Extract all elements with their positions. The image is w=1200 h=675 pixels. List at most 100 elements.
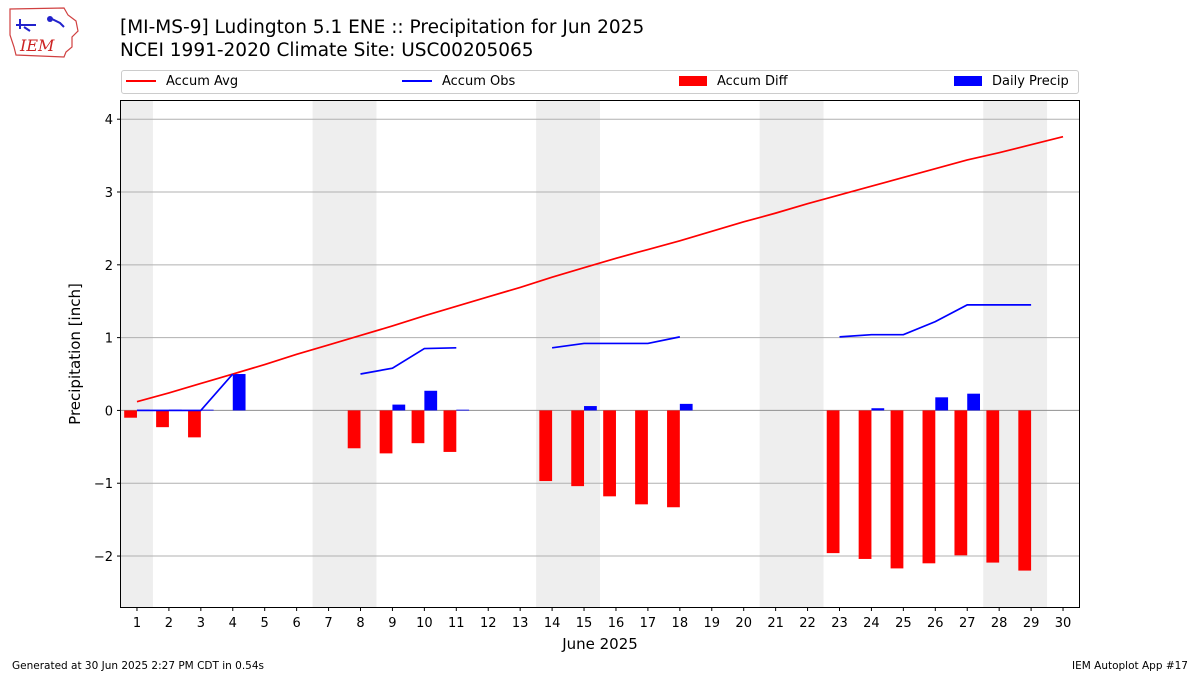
legend-swatch [402, 79, 432, 82]
x-tick-label: 20 [735, 616, 752, 631]
x-tick-label: 2 [165, 616, 173, 631]
x-tick-label: 18 [672, 616, 689, 631]
x-tick-label: 22 [799, 616, 816, 631]
x-tick-label: 6 [292, 616, 300, 631]
weekend-band [121, 101, 153, 607]
y-tick-label: −1 [94, 477, 113, 492]
x-tick-label: 4 [229, 616, 237, 631]
x-tick-label: 19 [703, 616, 720, 631]
weekend-shading [121, 101, 1048, 607]
x-tick-label: 14 [544, 616, 561, 631]
accum-diff-bar [922, 410, 936, 564]
daily-precip-bar [679, 403, 693, 411]
x-tick-label: 1 [133, 616, 141, 631]
accum-diff-bar [890, 410, 904, 569]
weather-station-icon [16, 18, 65, 32]
accum-diff-bar [986, 410, 1000, 563]
daily-precip-bar [424, 390, 438, 411]
x-tick-label: 10 [416, 616, 433, 631]
accum-avg-line [136, 135, 1064, 403]
x-tick-label: 9 [388, 616, 396, 631]
chart-subtitle: NCEI 1991-2020 Climate Site: USC00205065 [120, 40, 534, 61]
accum-diff-bar [667, 410, 680, 508]
x-axis-label: June 2025 [561, 635, 638, 653]
accum-diff-bar [635, 410, 648, 505]
accum-diff-bar [571, 410, 585, 487]
accum-diff-bar [379, 410, 393, 454]
accum-obs-line [360, 346, 457, 375]
accum-diff-bar [826, 410, 840, 554]
y-gridlines [121, 118, 1079, 557]
x-tick-label: 16 [608, 616, 625, 631]
x-tick-label: 8 [356, 616, 364, 631]
legend-item-accum-obs: Accum Obs [402, 74, 515, 89]
legend-item-accum-avg: Accum Avg [126, 74, 238, 89]
y-tick-label: 4 [105, 113, 113, 128]
x-tick-label: 7 [324, 616, 332, 631]
legend-swatch [679, 75, 707, 86]
x-tick-label: 25 [895, 616, 912, 631]
legend-swatch [126, 79, 156, 82]
x-tick-label: 13 [512, 616, 529, 631]
legend-label: Accum Avg [166, 74, 239, 89]
daily-precip-bar [200, 409, 214, 411]
x-tick-label: 24 [863, 616, 880, 631]
accum-diff-bar [347, 410, 361, 449]
x-tick-label: 30 [1055, 616, 1072, 631]
logo-text: IEM [19, 36, 55, 55]
weekend-band [759, 101, 824, 607]
weekend-band [536, 101, 600, 607]
y-tick-label: 0 [105, 404, 113, 419]
accum-obs-line [136, 373, 234, 412]
accum-diff-bar [411, 410, 425, 444]
y-tick-label: −2 [94, 550, 113, 565]
daily-precip-bar [967, 393, 981, 411]
x-tick-label: 28 [991, 616, 1008, 631]
accum-obs-line [551, 336, 681, 349]
x-tick-label: 27 [959, 616, 976, 631]
x-tick-label: 26 [927, 616, 944, 631]
y-axis-label: Precipitation [inch] [66, 283, 84, 425]
accum-diff-bar [603, 410, 616, 497]
accum-diff-bar [858, 410, 872, 559]
footer-app-label: IEM Autoplot App #17 [1072, 660, 1188, 672]
legend-label: Accum Obs [442, 74, 516, 89]
legend-label: Accum Diff [717, 74, 788, 89]
y-tick-label: 2 [105, 259, 113, 274]
accum-diff-bar [124, 410, 137, 418]
bars [124, 374, 1032, 571]
x-tick-label: 5 [261, 616, 269, 631]
legend-item-accum-diff: Accum Diff [679, 74, 788, 89]
x-tick-label: 17 [640, 616, 657, 631]
daily-precip-bar [935, 397, 949, 411]
daily-precip-bar [232, 374, 246, 411]
x-axis-ticks: 1 2 3 4 5 6 7 8 9 10 11 12 13 14 15 16 17 18 19 20 21 22 23 24 2… [133, 607, 1071, 631]
iem-logo: IEM [9, 7, 79, 58]
footer-generated-text: Generated at 30 Jun 2025 2:27 PM CDT in … [12, 660, 265, 672]
accum-diff-bar [156, 410, 169, 428]
daily-precip-bar [456, 409, 470, 411]
y-axis-ticks: −2 −1 0 1 2 3 4 [94, 113, 121, 565]
iowa-outline-icon [9, 7, 79, 58]
weekend-band [312, 101, 377, 607]
accum-diff-bar [539, 410, 553, 482]
accum-diff-bar [954, 410, 968, 556]
x-tick-label: 23 [831, 616, 848, 631]
daily-precip-bar [392, 404, 406, 411]
legend-label: Daily Precip [992, 74, 1069, 89]
accum-diff-bar [443, 410, 457, 452]
accum-diff-bar [1018, 410, 1032, 571]
plot-frame [120, 100, 1080, 608]
legend-item-daily-precip: Daily Precip [954, 74, 1069, 89]
x-tick-label: 21 [767, 616, 784, 631]
legend-swatch [954, 75, 982, 86]
x-tick-label: 11 [448, 616, 465, 631]
daily-precip-bar [871, 408, 885, 411]
x-tick-label: 29 [1023, 616, 1040, 631]
y-tick-label: 3 [105, 186, 113, 201]
x-tick-label: 12 [480, 616, 497, 631]
x-tick-label: 3 [197, 616, 205, 631]
lines [136, 135, 1064, 412]
daily-precip-bar [584, 406, 597, 411]
accum-obs-line [839, 304, 1032, 338]
